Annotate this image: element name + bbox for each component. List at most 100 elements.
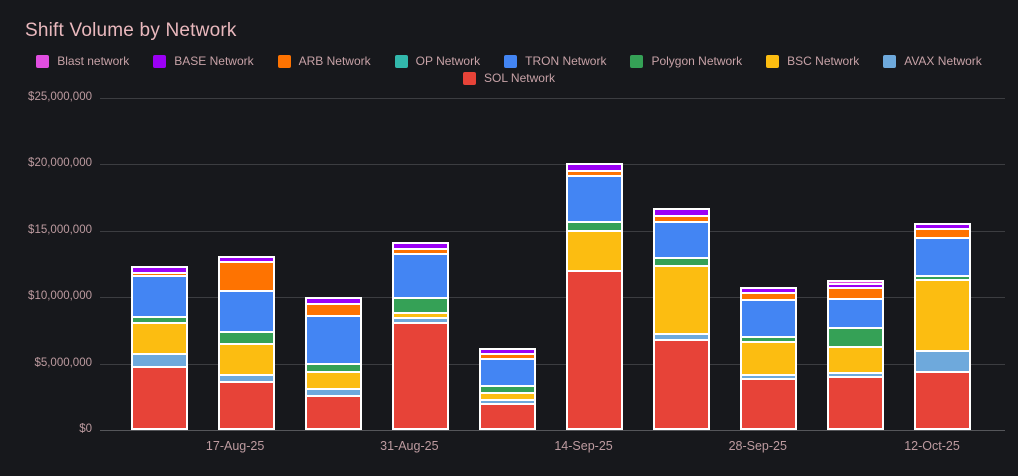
bar-segment[interactable]	[916, 370, 970, 428]
bar-segment[interactable]	[829, 327, 883, 346]
bar-segment[interactable]	[393, 312, 447, 318]
bar-segment[interactable]	[742, 378, 796, 428]
bar-segment[interactable]	[829, 376, 883, 428]
legend-swatch-icon	[277, 54, 291, 68]
bar[interactable]	[217, 256, 275, 430]
bar[interactable]	[914, 222, 972, 430]
legend-item[interactable]: BSC Network	[766, 54, 859, 68]
bar-segment[interactable]	[655, 265, 709, 333]
bar-segment[interactable]	[916, 279, 970, 350]
bar-segment[interactable]	[916, 349, 970, 371]
legend-item[interactable]: SOL Network	[463, 71, 555, 85]
bar-segment[interactable]	[655, 214, 709, 221]
bar-segment[interactable]	[132, 366, 186, 428]
bar-segment[interactable]	[829, 279, 883, 283]
bar[interactable]	[391, 242, 449, 430]
bar-segment[interactable]	[306, 370, 360, 389]
bar-segment[interactable]	[393, 248, 447, 253]
bar-segment[interactable]	[393, 317, 447, 322]
bar-segment[interactable]	[132, 271, 186, 276]
bar-segment[interactable]	[132, 275, 186, 317]
bar-segment[interactable]	[219, 380, 273, 428]
legend-item[interactable]: BASE Network	[153, 54, 254, 68]
legend-item[interactable]: OP Network	[394, 54, 480, 68]
legend-label: ARB Network	[298, 54, 371, 68]
bar-segment[interactable]	[568, 175, 622, 222]
bar-segment[interactable]	[480, 384, 534, 393]
bar[interactable]	[130, 265, 188, 430]
legend-item[interactable]: Polygon Network	[630, 54, 742, 68]
bar-segment[interactable]	[393, 242, 447, 249]
bar-segment[interactable]	[132, 352, 186, 367]
bar-segment[interactable]	[655, 256, 709, 266]
bar-segment[interactable]	[568, 163, 622, 171]
bar-segment[interactable]	[742, 287, 796, 292]
bar-segment[interactable]	[132, 321, 186, 353]
bar-segment[interactable]	[742, 373, 796, 379]
bar-segment[interactable]	[480, 392, 534, 400]
bar-segment[interactable]	[393, 252, 447, 297]
bar[interactable]	[653, 208, 711, 430]
bar-segment[interactable]	[916, 275, 970, 280]
bar-segment[interactable]	[219, 260, 273, 290]
bar-segment[interactable]	[568, 221, 622, 231]
bar-segment[interactable]	[393, 321, 447, 428]
bar-segment[interactable]	[306, 394, 360, 428]
y-axis-label: $0	[79, 423, 92, 435]
bar-segment[interactable]	[393, 296, 447, 313]
bar-segment[interactable]	[655, 332, 709, 339]
bar-segment[interactable]	[306, 303, 360, 316]
bar-segment[interactable]	[306, 297, 360, 304]
bar-segment[interactable]	[655, 208, 709, 215]
bar-segment[interactable]	[742, 340, 796, 374]
bar-segment[interactable]	[219, 331, 273, 343]
bar-segment[interactable]	[742, 335, 796, 341]
bar-segment[interactable]	[480, 348, 534, 353]
bar-segment[interactable]	[742, 299, 796, 336]
legend-item[interactable]: TRON Network	[504, 54, 606, 68]
bar[interactable]	[827, 279, 885, 430]
bar-segment[interactable]	[568, 230, 622, 270]
bar-segment[interactable]	[829, 282, 883, 288]
bar[interactable]	[304, 297, 362, 430]
legend-label: AVAX Network	[904, 54, 982, 68]
legend-item[interactable]: ARB Network	[277, 54, 371, 68]
legend-item[interactable]: Blast network	[36, 54, 129, 68]
bar-segment[interactable]	[829, 345, 883, 373]
bar-segment[interactable]	[568, 170, 622, 175]
bar[interactable]	[566, 163, 624, 430]
legend-label: TRON Network	[525, 54, 607, 68]
bar-segment[interactable]	[219, 342, 273, 375]
bar-segment[interactable]	[916, 222, 970, 229]
bar-segment[interactable]	[655, 338, 709, 428]
legend-swatch-icon	[630, 54, 644, 68]
bar-segment[interactable]	[829, 297, 883, 328]
bar-segment[interactable]	[132, 265, 186, 272]
bar-segment[interactable]	[480, 358, 534, 385]
bar-segment[interactable]	[655, 220, 709, 257]
legend-item[interactable]: AVAX Network	[883, 54, 982, 68]
bar-segment[interactable]	[219, 289, 273, 332]
bar[interactable]	[740, 287, 798, 430]
bar-segment[interactable]	[480, 403, 534, 428]
legend: Blast network BASE Network ARB Network OP N…	[0, 54, 1018, 85]
bar-segment[interactable]	[219, 374, 273, 381]
legend-label: Blast network	[57, 54, 130, 68]
bar-segment[interactable]	[916, 228, 970, 238]
bar-segment[interactable]	[829, 287, 883, 298]
bar-segment[interactable]	[480, 399, 534, 404]
bar-segment[interactable]	[480, 352, 534, 359]
bar-segment[interactable]	[132, 316, 186, 322]
chart-title: Shift Volume by Network	[25, 20, 237, 41]
bar-segment[interactable]	[742, 291, 796, 300]
bar-segment[interactable]	[829, 372, 883, 377]
bar-segment[interactable]	[916, 237, 970, 276]
bar-segment[interactable]	[568, 269, 622, 428]
bar[interactable]	[478, 348, 536, 430]
bar-segment[interactable]	[306, 388, 360, 395]
legend-label: Polygon Network	[651, 54, 743, 68]
bar-segment[interactable]	[306, 315, 360, 363]
bar-segment[interactable]	[306, 362, 360, 371]
bar-segment[interactable]	[219, 256, 273, 261]
